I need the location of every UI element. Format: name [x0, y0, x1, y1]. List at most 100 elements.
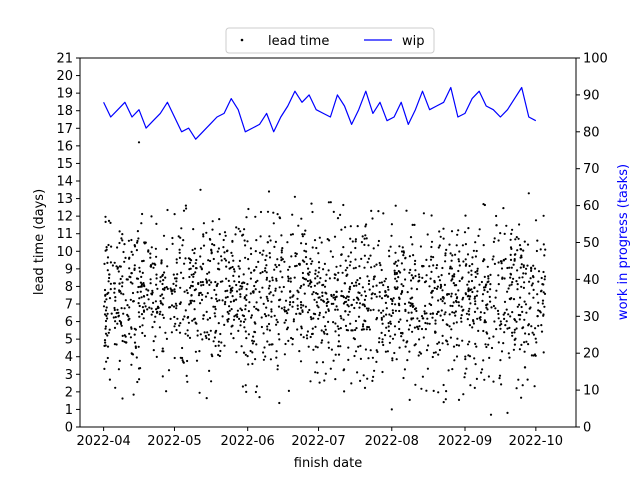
- lead-time-point: [430, 240, 434, 243]
- lead-time-point: [508, 266, 511, 269]
- y2-tick-label: 20: [583, 347, 600, 362]
- lead-time-point: [513, 318, 516, 321]
- lead-time-point: [129, 298, 132, 301]
- lead-time-point: [280, 256, 283, 259]
- y-tick-label: 7: [65, 298, 73, 313]
- lead-time-point: [229, 300, 232, 303]
- lead-time-point: [284, 319, 287, 322]
- lead-time-point: [215, 329, 218, 332]
- lead-time-point: [299, 360, 303, 363]
- lead-time-point: [137, 311, 140, 314]
- lead-time-point: [284, 299, 288, 302]
- lead-time-point: [381, 341, 384, 344]
- lead-time-point: [251, 290, 254, 293]
- lead-time-point: [273, 245, 276, 248]
- lead-time-point: [451, 304, 454, 308]
- lead-time-point: [195, 359, 199, 362]
- lead-time-point: [380, 331, 383, 334]
- lead-time-point: [406, 340, 409, 343]
- lead-time-point: [355, 301, 358, 304]
- lead-time-point: [230, 251, 233, 254]
- lead-time-point: [386, 350, 389, 353]
- lead-time-point: [104, 319, 108, 323]
- lead-time-point: [430, 245, 433, 249]
- lead-time-point: [215, 297, 218, 300]
- lead-time-point: [360, 294, 363, 297]
- lead-time-point: [286, 326, 289, 329]
- lead-time-point: [261, 270, 264, 274]
- lead-time-point: [369, 254, 372, 257]
- lead-time-point: [113, 282, 116, 285]
- lead-time-point: [104, 309, 108, 312]
- lead-time-point: [520, 305, 523, 309]
- lead-time-point: [513, 253, 517, 256]
- lead-time-point: [388, 313, 391, 316]
- lead-time-point: [436, 285, 439, 288]
- lead-time-point: [537, 280, 540, 283]
- lead-time-point: [162, 279, 165, 282]
- lead-time-point: [425, 258, 428, 261]
- lead-time-point: [406, 319, 409, 322]
- lead-time-point: [322, 330, 325, 333]
- lead-time-point: [170, 331, 173, 334]
- lead-time-point: [350, 329, 353, 332]
- lead-time-point: [257, 260, 260, 263]
- lead-time-point: [242, 273, 245, 276]
- lead-time-point: [407, 311, 410, 314]
- lead-time-point: [409, 236, 413, 239]
- lead-time-point: [259, 272, 262, 275]
- lead-time-point: [104, 327, 107, 330]
- lead-time-point: [368, 288, 371, 291]
- lead-time-point: [265, 254, 268, 257]
- lead-time-point: [119, 321, 123, 324]
- lead-time-point: [130, 327, 133, 330]
- lead-time-point: [286, 241, 289, 244]
- lead-time-point: [327, 300, 330, 303]
- lead-time-point: [337, 353, 341, 356]
- lead-time-point: [178, 331, 182, 334]
- lead-time-point: [359, 277, 362, 280]
- lead-time-point: [326, 333, 329, 336]
- lead-time-point: [518, 244, 522, 247]
- lead-time-point: [190, 273, 193, 276]
- lead-time-point: [502, 207, 505, 210]
- lead-time-point: [380, 297, 384, 300]
- lead-time-point: [163, 271, 166, 274]
- lead-time-point: [240, 345, 243, 348]
- lead-time-point: [309, 380, 312, 383]
- lead-time-point: [458, 264, 461, 267]
- lead-time-point: [512, 263, 515, 266]
- lead-time-point: [297, 224, 300, 227]
- lead-time-point: [155, 255, 158, 258]
- lead-time-point: [360, 328, 363, 331]
- lead-time-point: [311, 210, 314, 214]
- lead-time-point: [179, 271, 183, 274]
- lead-time-point: [193, 317, 196, 320]
- lead-time-point: [142, 282, 145, 285]
- x-axis-label: finish date: [294, 456, 363, 471]
- lead-time-point: [310, 332, 314, 336]
- lead-time-point: [501, 277, 504, 280]
- lead-time-point: [315, 301, 318, 304]
- lead-time-point: [299, 301, 303, 304]
- lead-time-point: [468, 298, 471, 301]
- lead-time-point: [515, 320, 518, 323]
- lead-time-point: [265, 264, 268, 267]
- lead-time-point: [422, 317, 425, 320]
- lead-time-point: [120, 307, 123, 310]
- lead-time-point: [346, 273, 349, 276]
- lead-time-point: [175, 261, 178, 264]
- lead-time-point: [394, 204, 397, 207]
- lead-time-point: [277, 305, 281, 308]
- lead-time-point: [375, 349, 378, 352]
- lead-time-point: [273, 314, 276, 317]
- lead-time-point: [372, 308, 375, 311]
- lead-time-point: [268, 280, 271, 283]
- lead-time-point: [362, 323, 365, 326]
- lead-time-point: [182, 318, 185, 321]
- lead-time-point: [431, 316, 434, 319]
- lead-time-point: [470, 273, 473, 276]
- lead-time-point: [247, 207, 250, 211]
- lead-time-point: [397, 270, 400, 273]
- lead-time-point: [304, 242, 308, 245]
